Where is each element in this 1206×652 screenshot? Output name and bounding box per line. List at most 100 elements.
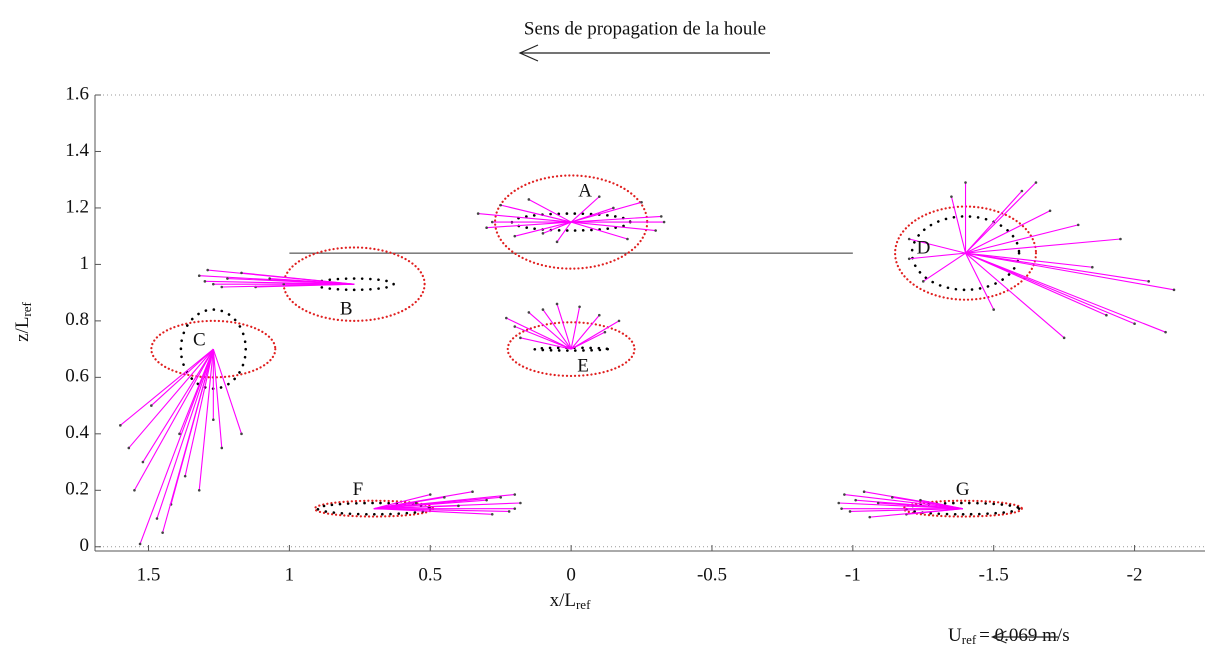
station-label: G [956, 479, 970, 500]
velocity-vector [571, 221, 656, 232]
velocity-vector [965, 252, 1166, 333]
vector-tip [907, 257, 911, 261]
vector-tip [206, 268, 209, 272]
vector-tip [555, 240, 559, 244]
velocity-vector [269, 277, 355, 285]
vector-tip [212, 418, 215, 422]
velocity-vector [528, 311, 572, 350]
vector-tip [1062, 336, 1066, 340]
vector-tip [183, 474, 187, 478]
reference-head [990, 630, 1007, 644]
vector-tip [854, 498, 857, 502]
velocity-vector [212, 349, 223, 448]
vector-tip [197, 274, 201, 278]
orbit-ellipse [902, 499, 1023, 518]
vector-tip [197, 488, 201, 492]
x-tick-label: -2 [1127, 564, 1143, 585]
x-axis-label: x/Lref [550, 590, 591, 612]
velocity-vector [514, 221, 572, 237]
vector-tip [1034, 181, 1038, 184]
velocity-vector [204, 280, 355, 285]
vector-tip [155, 517, 159, 520]
vector-tip [919, 498, 922, 502]
velocity-vector [570, 320, 620, 350]
velocity-vector [142, 348, 214, 463]
reference-sub: ref [962, 632, 977, 647]
station-label: C [193, 329, 206, 350]
vector-tip [617, 319, 621, 323]
vector-tip [597, 195, 601, 198]
station: F [313, 479, 522, 518]
velocity-vector [156, 348, 214, 519]
velocity-vector [965, 252, 1093, 268]
reference-value: = 0.069 m/s [979, 625, 1069, 646]
x-tick-label: -1 [845, 564, 861, 585]
vector-tip [578, 305, 581, 309]
x-tick-label: 0.5 [418, 564, 442, 585]
velocity-vector [909, 238, 966, 254]
velocity-vector [184, 348, 214, 477]
velocity-vector [542, 221, 572, 234]
vector-tip [240, 271, 243, 275]
vector-tip [485, 498, 488, 502]
x-axis-label-base: x/L [550, 590, 576, 611]
velocity-vector [128, 348, 214, 449]
vector-tip [507, 510, 511, 513]
vector-tip [541, 308, 545, 311]
station-label: F [353, 479, 364, 500]
velocity-vector [478, 213, 572, 223]
vector-tip [527, 311, 531, 314]
velocity-vector [133, 348, 214, 491]
x-axis-label-sub: ref [576, 597, 591, 612]
station: C [119, 308, 277, 546]
vector-tip [1133, 322, 1136, 326]
vector-tip [519, 336, 522, 340]
vector-tip [1048, 209, 1052, 213]
vector-tip [659, 215, 663, 218]
vector-tip [519, 501, 522, 505]
velocity-vector [500, 204, 572, 223]
vector-tip [890, 496, 894, 499]
velocity-vector [373, 493, 431, 510]
y-tick-label: 1.2 [65, 196, 89, 217]
velocity-vector [570, 201, 642, 223]
vector-tip [964, 181, 967, 184]
velocity-vector [965, 252, 1149, 282]
y-tick-label: 1 [80, 253, 90, 274]
velocity-vector [869, 508, 963, 518]
y-axis-label-base: z/L [12, 317, 33, 342]
vector-tip [1172, 288, 1176, 292]
x-tick-label: 1.5 [137, 564, 161, 585]
vector-tip [907, 237, 911, 241]
station-label: E [577, 355, 589, 376]
x-tick-label: 0 [566, 564, 576, 585]
velocity-vector [920, 499, 963, 510]
vector-tip [119, 424, 122, 427]
vector-tip [133, 488, 136, 492]
vector-tip [203, 280, 207, 283]
vector-tip [443, 496, 446, 499]
velocity-vector [120, 348, 214, 426]
station: A [476, 174, 666, 270]
station: E [505, 302, 636, 378]
vector-tip [555, 302, 559, 306]
velocity-vector [373, 502, 417, 510]
y-axis-label: z/Lref [12, 301, 34, 341]
station: G [837, 479, 1023, 519]
vector-tip [226, 277, 229, 280]
velocity-vector [909, 252, 966, 260]
velocity-vector [844, 493, 963, 510]
trajectory [533, 346, 610, 352]
velocity-vector [965, 252, 1135, 325]
vector-tip [212, 282, 215, 286]
velocity-vector [373, 499, 487, 510]
vector-tip [414, 501, 418, 505]
vector-tip [138, 542, 142, 546]
vector-tip [1147, 280, 1150, 283]
vector-tip [240, 432, 243, 436]
station-label: B [340, 299, 353, 320]
velocity-vector [570, 331, 606, 350]
reference-label: Uref = 0.069 m/s [948, 625, 1070, 647]
velocity-vector [212, 348, 243, 434]
